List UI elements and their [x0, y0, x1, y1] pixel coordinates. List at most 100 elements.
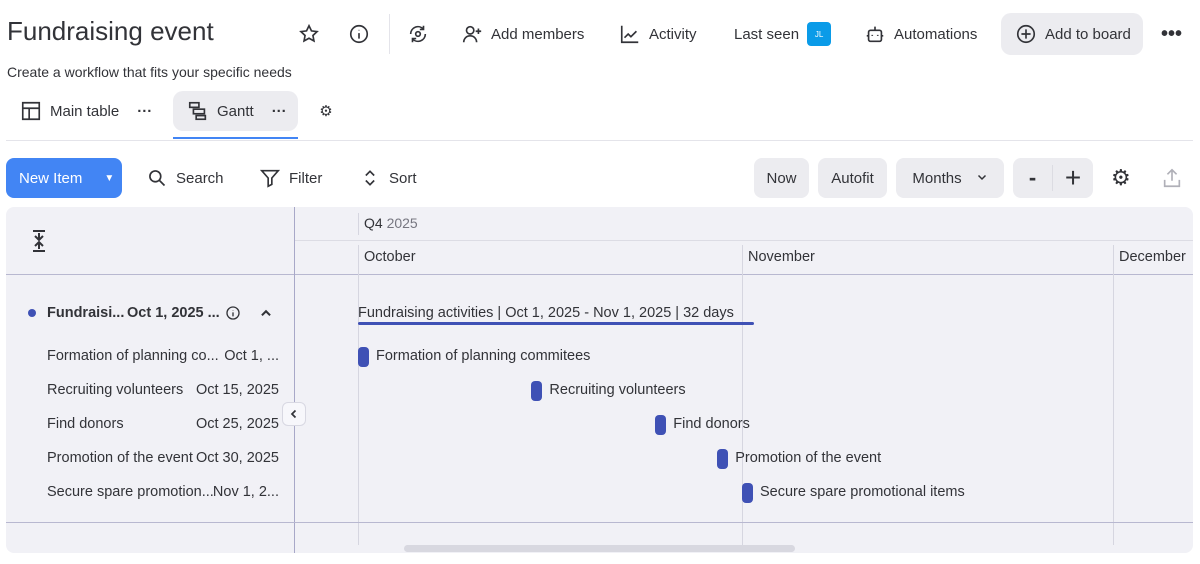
tab-label: Main table [50, 102, 120, 120]
header-divider [6, 274, 1193, 275]
autofit-button[interactable]: Autofit [818, 158, 887, 198]
activity-label: Activity [649, 25, 697, 43]
zoom-in-button[interactable]: + [1064, 162, 1082, 193]
tab-menu-icon[interactable]: ··· [271, 102, 287, 120]
group-summary-bar[interactable] [358, 322, 755, 325]
task-bar[interactable] [717, 449, 729, 469]
activity-chart-icon [619, 23, 641, 45]
info-icon [348, 23, 370, 45]
task-bar[interactable] [655, 415, 667, 435]
now-button[interactable]: Now [754, 158, 809, 198]
caret-down-icon[interactable]: ▼ [104, 172, 115, 184]
collapse-panel-button[interactable] [282, 402, 306, 426]
gear-icon: ⚙ [319, 103, 333, 120]
gantt-icon [187, 100, 209, 122]
avatar: JL [807, 22, 832, 46]
task-name[interactable]: Formation of planning co... [47, 348, 219, 364]
automations-label: Automations [894, 25, 978, 43]
robot-icon [864, 23, 886, 45]
month-gridline [742, 245, 743, 545]
last-seen-label: Last seen [734, 25, 800, 43]
divider [389, 14, 390, 54]
task-date: Oct 1, ... [224, 348, 279, 364]
task-name[interactable]: Recruiting volunteers [47, 382, 184, 398]
sort-icon [359, 167, 381, 189]
share-upload-icon [1161, 167, 1183, 189]
add-members-label: Add members [491, 25, 585, 43]
zoom-level-dropdown[interactable]: Months [896, 158, 1004, 198]
sync-button[interactable] [407, 20, 429, 48]
panel-divider [294, 207, 295, 553]
task-bar-label: Find donors [673, 416, 750, 432]
footer-divider [6, 522, 1193, 523]
task-bar-label: Promotion of the event [735, 450, 882, 466]
task-bar-label: Recruiting volunteers [549, 382, 686, 398]
group-name[interactable]: Fundraisi... [47, 305, 125, 321]
add-members-button[interactable]: Add members [461, 20, 584, 48]
export-button[interactable] [1161, 158, 1183, 198]
star-icon [298, 23, 320, 45]
zoom-out-button[interactable]: - [1013, 165, 1053, 191]
month-gridline [1113, 245, 1114, 545]
quarter-label: Q4 2025 [364, 215, 418, 231]
chevron-down-icon [976, 170, 988, 187]
month-october: October [364, 249, 416, 265]
favorite-button[interactable] [298, 20, 320, 48]
info-button[interactable] [348, 20, 370, 48]
search-button[interactable]: Search [146, 158, 224, 198]
sync-icon [407, 23, 429, 45]
chevron-left-icon [290, 409, 297, 419]
horizontal-scrollbar[interactable] [404, 545, 795, 552]
gantt-settings-button[interactable]: ⚙ [1111, 158, 1131, 198]
month-november: November [748, 249, 815, 265]
group-date: Oct 1, 2025 ... [127, 305, 220, 321]
task-bar[interactable] [742, 483, 753, 503]
task-date: Oct 25, 2025 [195, 416, 279, 432]
add-to-board-label: Add to board [1045, 25, 1131, 43]
collapse-group-icon[interactable] [259, 306, 273, 325]
task-name[interactable]: Promotion of the event [47, 450, 193, 466]
task-name[interactable]: Find donors [47, 416, 124, 432]
search-icon [146, 167, 168, 189]
sort-label: Sort [389, 169, 417, 187]
task-date: Oct 30, 2025 [195, 450, 279, 466]
view-settings-button[interactable]: ⚙ [315, 97, 337, 125]
filter-label: Filter [289, 169, 323, 187]
task-bar[interactable] [531, 381, 543, 401]
task-bar-label: Secure spare promotional items [760, 484, 965, 500]
last-seen-button[interactable]: Last seen JL [734, 20, 832, 48]
tab-menu-icon[interactable]: ··· [137, 102, 153, 120]
task-bar-label: Formation of planning commitees [376, 348, 591, 364]
divider [6, 140, 1193, 141]
activity-button[interactable]: Activity [619, 20, 697, 48]
plus-circle-icon [1015, 23, 1037, 45]
task-date: Oct 15, 2025 [195, 382, 279, 398]
new-item-button[interactable]: New Item ▼ [6, 158, 122, 198]
table-icon [20, 100, 42, 122]
timeline-divider [295, 240, 1193, 241]
gear-icon: ⚙ [1111, 165, 1131, 190]
task-name[interactable]: Secure spare promotion... [47, 484, 214, 500]
search-label: Search [176, 169, 224, 187]
month-december: December [1119, 249, 1186, 265]
tab-gantt[interactable]: Gantt ··· [173, 91, 298, 131]
expand-collapse-rows-icon[interactable] [29, 229, 49, 258]
tab-label: Gantt [217, 102, 254, 120]
task-date: Nov 1, 2... [212, 484, 279, 500]
board-title: Fundraising event [7, 16, 214, 46]
quarter-tick [358, 213, 359, 235]
new-item-label: New Item [19, 169, 83, 187]
info-icon[interactable] [225, 305, 241, 326]
sort-button[interactable]: Sort [359, 158, 417, 198]
task-bar[interactable] [358, 347, 369, 367]
active-tab-indicator [173, 137, 298, 139]
more-options-icon[interactable]: ••• [1161, 22, 1183, 45]
add-person-icon [461, 23, 483, 45]
zoom-level-value: Months [912, 169, 962, 187]
group-color-dot [28, 309, 36, 317]
tab-main-table[interactable]: Main table ··· [20, 97, 152, 125]
filter-button[interactable]: Filter [259, 158, 322, 198]
add-to-board-button[interactable]: Add to board [1001, 13, 1143, 55]
group-bar-label: Fundraising activities | Oct 1, 2025 - N… [358, 305, 734, 321]
automations-button[interactable]: Automations [864, 20, 977, 48]
